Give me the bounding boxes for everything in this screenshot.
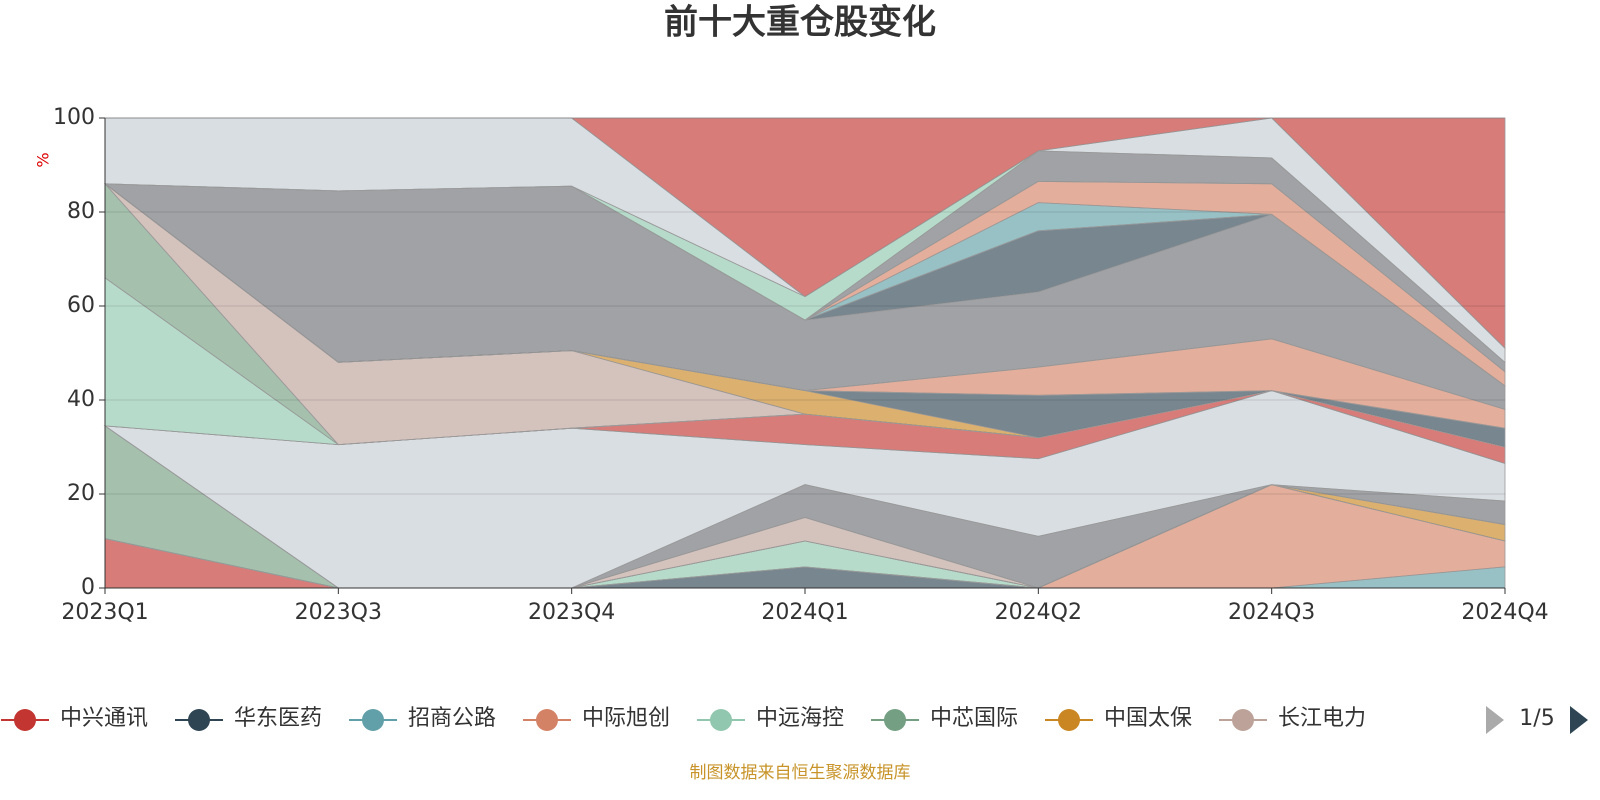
y-tick-label: 80 [67,199,95,224]
legend-label: 长江电力 [1278,706,1366,731]
legend-marker [1232,709,1254,731]
legend-item[interactable]: 中远海控 [697,706,844,731]
legend: 中兴通讯 华东医药 招商公路 中际旭创 中远海控 中芯国际 中国太保 长江电力 [1,706,1366,731]
y-tick-label: 0 [81,575,95,600]
axes: 0 20 40 60 80 100 2023Q1 2023Q3 2023Q4 2024Q1 2024… [53,105,1549,625]
legend-marker [710,709,732,731]
legend-prev[interactable] [1486,706,1504,734]
areas [103,117,1506,589]
x-tick-label: 2023Q4 [528,600,615,625]
y-tick-label: 20 [67,481,95,506]
y-axis-label: % [34,152,53,167]
x-tick-label: 2023Q1 [61,600,148,625]
x-tick-label: 2024Q3 [1228,600,1315,625]
legend-item[interactable]: 中际旭创 [523,706,670,731]
legend-marker [14,709,36,731]
legend-marker [884,709,906,731]
y-tick-label: 100 [53,105,95,130]
legend-next[interactable] [1570,706,1588,734]
legend-marker [188,709,210,731]
legend-label: 中兴通讯 [60,706,148,731]
legend-marker [362,709,384,731]
y-tick-label: 40 [67,387,95,412]
legend-item[interactable]: 华东医药 [175,706,322,731]
area [105,117,1506,350]
legend-item[interactable]: 中芯国际 [871,706,1018,731]
legend-label: 中远海控 [756,706,844,731]
legend-item[interactable]: 招商公路 [349,706,496,731]
legend-item[interactable]: 中国太保 [1045,706,1192,731]
x-tick-label: 2023Q3 [295,600,382,625]
x-tick-label: 2024Q2 [995,600,1082,625]
legend-label: 招商公路 [408,706,496,731]
x-tick-label: 2024Q4 [1461,600,1548,625]
y-tick-label: 60 [67,293,95,318]
x-tick-label: 2024Q1 [761,600,848,625]
legend-item[interactable]: 长江电力 [1219,706,1366,731]
legend-label: 中际旭创 [582,706,670,731]
chart-title: 前十大重仓股变化 [664,3,936,43]
legend-label: 中芯国际 [930,706,1018,731]
legend-page: 1/5 [1519,706,1554,731]
legend-label: 华东医药 [234,706,322,731]
legend-marker [1058,709,1080,731]
legend-label: 中国太保 [1104,706,1192,731]
legend-item[interactable]: 中兴通讯 [1,706,148,731]
source-note: 制图数据来自恒生聚源数据库 [690,763,911,783]
legend-marker [536,709,558,731]
